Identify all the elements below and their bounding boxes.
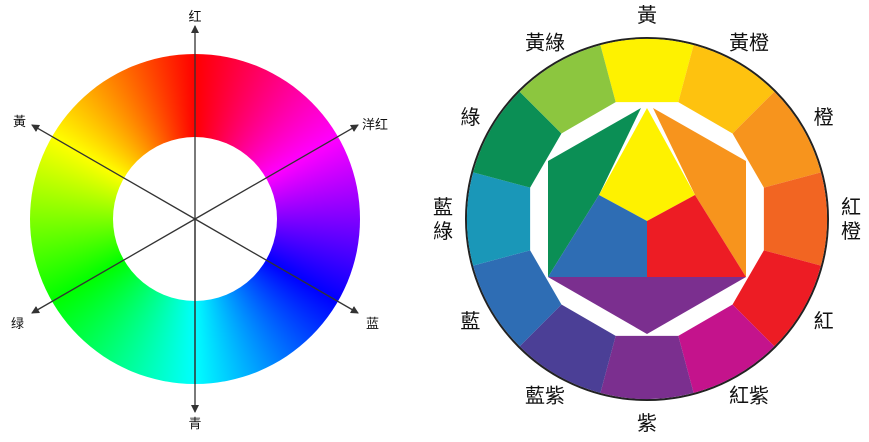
axis-green [31, 218, 196, 314]
itten-label-11: 黃綠 [525, 30, 565, 54]
label-green: 绿 [11, 317, 24, 332]
itten-segment-7 [519, 304, 616, 393]
itten-segment-6 [600, 335, 694, 399]
itten-label-5: 紅紫 [729, 384, 769, 408]
left-hue-wheel: 红 洋红 蓝 青 绿 黃 [11, 9, 388, 432]
itten-segment-8 [473, 250, 562, 347]
axis-magenta [194, 124, 359, 220]
primary-yellow-triangle [599, 108, 695, 221]
itten-label-3: 紅橙 [841, 195, 861, 243]
itten-label-8: 藍 [460, 309, 480, 333]
axis-blue [194, 218, 359, 314]
itten-label-2: 橙 [814, 105, 834, 129]
secondary-orange-triangle [653, 108, 746, 277]
itten-segment-9 [467, 172, 531, 266]
itten-label-6: 紫 [637, 411, 657, 435]
itten-segment-10 [473, 91, 562, 188]
axis-yellow [31, 124, 196, 220]
itten-label-1: 黃橙 [729, 30, 769, 54]
secondary-green-triangle [548, 108, 641, 277]
itten-segment-5 [678, 304, 775, 393]
label-magenta: 洋红 [362, 117, 388, 133]
primary-blue-triangle [548, 195, 647, 277]
itten-label-9: 藍綠 [433, 195, 453, 243]
label-red: 红 [188, 9, 201, 25]
itten-segments [467, 39, 827, 399]
label-yellow: 黃 [13, 115, 26, 130]
itten-segment-3 [763, 172, 827, 266]
itten-outer-border [465, 37, 829, 401]
itten-label-10: 綠 [460, 105, 480, 129]
itten-segment-0 [600, 39, 694, 103]
itten-segment-1 [678, 45, 775, 134]
itten-segment-2 [732, 91, 821, 188]
label-blue: 蓝 [366, 317, 379, 332]
primary-red-triangle [647, 195, 746, 277]
itten-label-0: 黃 [637, 3, 657, 27]
itten-segment-4 [732, 250, 821, 347]
secondary-violet-triangle [548, 277, 746, 334]
itten-label-4: 紅 [814, 309, 834, 333]
label-cyan: 青 [188, 417, 201, 432]
itten-label-7: 藍紫 [525, 384, 565, 408]
itten-segment-11 [519, 45, 616, 134]
